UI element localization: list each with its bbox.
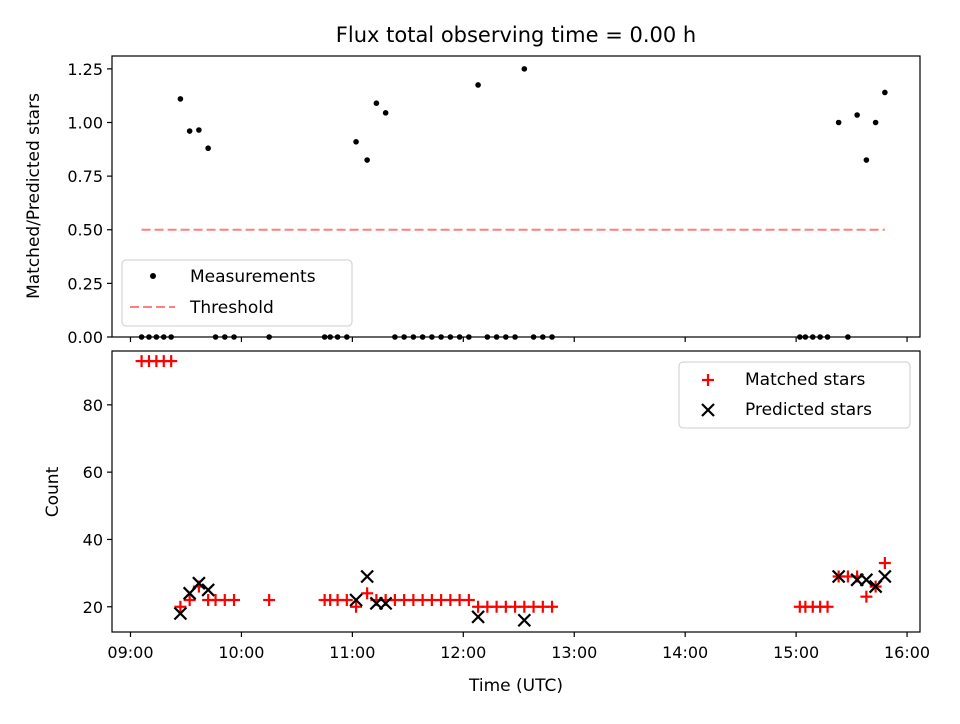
predicted-star-x-b [859, 573, 874, 587]
measurement-point [353, 139, 359, 145]
matched-star-point [340, 594, 353, 607]
bottom-panel: Count Time (UTC) 20 40 60 80 09:00 10:00 11:00… [43, 350, 930, 696]
measurement-point [177, 96, 184, 102]
matched-star-point [174, 600, 187, 613]
top-y-tick-label: 1.25 [67, 60, 103, 79]
matched-star-point [228, 594, 241, 607]
predicted-star-x-b [378, 596, 393, 611]
predicted-star-point [192, 576, 206, 590]
top-y-tick-label: 0.25 [67, 274, 103, 293]
predicted-star-point [360, 569, 374, 584]
x-axis-label: Time (UTC) [468, 676, 563, 696]
legend-plus-marker [702, 374, 714, 386]
x-tick-label: 13:00 [551, 643, 597, 662]
x-tick-label: 15:00 [773, 643, 819, 662]
predicted-star-point [878, 569, 892, 584]
matched-star-point [878, 557, 891, 570]
bottom-y-tick-label: 40 [83, 530, 103, 549]
predicted-star-x-b [349, 593, 363, 607]
predicted-star-x-b [517, 613, 532, 627]
predicted-star-point [173, 606, 188, 621]
bottom-y-axis-label: Count [43, 466, 63, 517]
legend-label-threshold: Threshold [189, 298, 274, 318]
top-y-tick-label: 1.00 [67, 113, 103, 132]
legend-label-measurements: Measurements [190, 267, 316, 287]
predicted-star-x-b [471, 610, 485, 624]
measurement-point [521, 66, 528, 72]
predicted-star-point [831, 569, 846, 584]
predicted-star-point [201, 583, 215, 597]
matched-star-point [361, 587, 374, 600]
measurement-point [835, 119, 842, 126]
predicted-star-point [349, 593, 363, 607]
legend-label-predicted: Predicted stars [745, 400, 872, 420]
top-legend: Measurements Threshold [121, 259, 353, 327]
measurement-point [373, 100, 380, 106]
top-panel: Flux total observing time = 0.00 h Match… [24, 23, 921, 347]
measurement-point [186, 128, 193, 134]
predicted-star-x-b [173, 606, 188, 621]
count-points [135, 355, 892, 627]
measurement-point [854, 112, 860, 118]
top-plot-frame [111, 55, 921, 338]
measurement-point [196, 127, 202, 133]
predicted-star-point [471, 610, 485, 624]
predicted-star-point [378, 596, 393, 611]
measurement-point [205, 145, 211, 152]
x-tick-label: 16:00 [884, 643, 930, 662]
matched-star-point [263, 594, 276, 607]
matched-star-point [165, 355, 178, 368]
measurement-point [863, 157, 870, 163]
measurement-point [882, 89, 888, 96]
matched-star-point [546, 600, 559, 613]
predicted-star-x-b [831, 569, 846, 584]
bottom-plot-frame [111, 350, 921, 633]
legend-label-matched: Matched stars [745, 370, 865, 390]
predicted-star-x-b [201, 583, 215, 597]
matched-star-point [183, 594, 196, 607]
predicted-star-x-b [878, 569, 892, 584]
top-y-tick-label: 0.75 [67, 167, 103, 186]
bottom-y-tick-label: 80 [83, 396, 103, 415]
bottom-y-tick-label: 60 [83, 463, 103, 482]
legend-dot-marker [150, 273, 156, 279]
matched-star-point [860, 590, 873, 603]
top-axis-ticks: 0.00 0.25 0.50 0.75 1.00 1.25 [67, 60, 908, 347]
x-tick-label: 12:00 [440, 643, 486, 662]
chart-title: Flux total observing time = 0.00 h [336, 23, 696, 47]
x-tick-label: 14:00 [662, 643, 708, 662]
bottom-legend: Matched stars Predicted stars [678, 361, 911, 429]
x-tick-label: 10:00 [218, 643, 264, 662]
matched-star-point [350, 600, 363, 613]
measurement-point [872, 119, 879, 126]
top-y-tick-label: 0.00 [67, 328, 103, 347]
predicted-star-x-b [360, 569, 374, 584]
measurement-point [364, 157, 370, 163]
top-y-axis-label: Matched/Predicted stars [24, 93, 44, 299]
matched-star-point [821, 600, 834, 613]
x-tick-label: 09:00 [107, 643, 153, 662]
top-y-tick-label: 0.50 [67, 221, 103, 240]
measurement-point [475, 82, 481, 88]
legend-x-marker [701, 403, 715, 417]
measurement-point [382, 110, 389, 116]
predicted-star-point [517, 613, 532, 627]
x-tick-label: 11:00 [329, 643, 375, 662]
predicted-star-point [859, 573, 874, 587]
bottom-y-tick-label: 20 [83, 598, 103, 617]
matched-star-point [462, 594, 475, 607]
predicted-star-x-b [192, 576, 206, 590]
bottom-axis-ticks: 20 40 60 80 09:00 10:00 11:00 12:00 13:00 14:00 15… [83, 396, 930, 662]
